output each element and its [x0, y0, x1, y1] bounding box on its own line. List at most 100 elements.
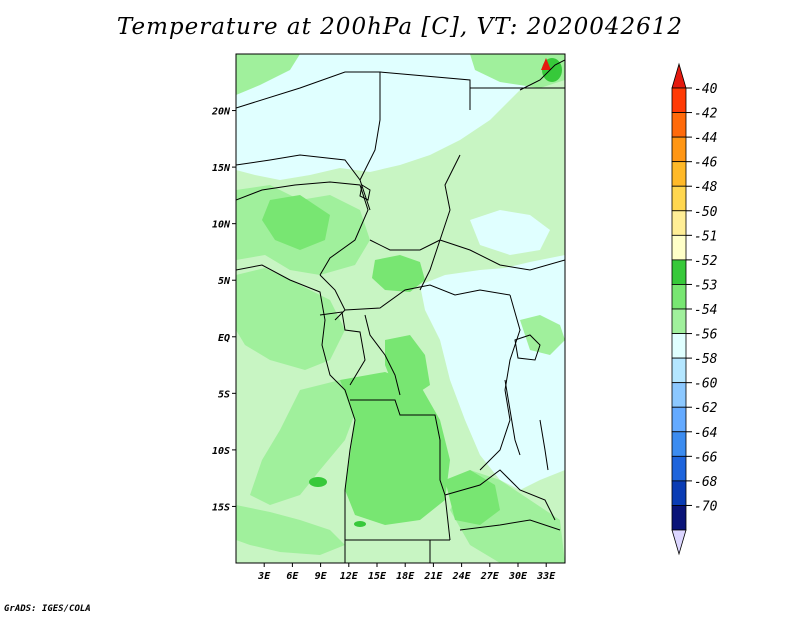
field-cyan-east [420, 255, 565, 490]
lon-tick-label: 24E [452, 571, 472, 582]
field-mid-green-zambia [445, 470, 500, 525]
lake-victoria [514, 334, 541, 361]
colorbar-label: -56 [694, 328, 718, 343]
lat-tick-label: 20N [211, 107, 231, 118]
field-green-gabon [236, 268, 345, 370]
field-red-speck [541, 58, 551, 70]
border-cameroon [319, 274, 346, 321]
colorbar-label: -44 [694, 131, 717, 146]
border-nigeria [236, 181, 369, 276]
colorbar-bin [671, 382, 687, 408]
border-southern-east [459, 519, 561, 531]
field-green-southwest [250, 380, 360, 505]
border-car-south [344, 284, 511, 311]
colorbar: -40 -42 -44 -46 -48 -50 -51 -52 -53 -54 -56 -58 -60 -… [671, 62, 718, 556]
colorbar-bin [671, 480, 687, 506]
field-green-east-edge [520, 315, 565, 355]
lake-tanganyika [504, 379, 521, 456]
border-gabon-congo [319, 311, 366, 386]
colorbar-label: -62 [694, 401, 718, 416]
colorbar-label: -51 [694, 229, 717, 244]
field-mid-green-angola [340, 372, 450, 525]
lat-tick-label: 10N [212, 220, 231, 231]
colorbar-label: -50 [694, 205, 718, 220]
lon-tick-label: 21E [423, 571, 443, 582]
lake-chad [359, 184, 371, 201]
lon-tick-label: 18E [396, 571, 415, 582]
colorbar-bin [671, 505, 687, 531]
lon-tick-label: 15E [368, 571, 387, 582]
field-green-sw-coast [236, 505, 345, 555]
lat-tick-label: 5S [218, 389, 230, 400]
map-frame [235, 53, 566, 564]
colorbar-bin [671, 161, 687, 187]
grads-credit: GrADS: IGES/COLA [4, 604, 91, 614]
lon-tick-label: 6E [286, 571, 299, 582]
border-south-sudan [439, 239, 565, 271]
lake-malawi [539, 419, 549, 471]
colorbar-bin [671, 259, 687, 285]
lat-tick-label: 10S [212, 446, 230, 457]
colorbar-lower-arrow [671, 529, 687, 556]
colorbar-bin [671, 333, 687, 359]
border-drc-east [479, 294, 521, 471]
colorbar-bin [671, 308, 687, 334]
colorbar-label: -60 [694, 377, 718, 392]
lon-tick-label: 12E [340, 571, 359, 582]
border-angola-north [350, 399, 441, 441]
country-borders [236, 59, 565, 563]
field-dark-green-speck-1 [309, 477, 327, 487]
field-green-ne [470, 54, 565, 88]
lat-tick-label: EQ [218, 333, 230, 344]
colorbar-bin [671, 357, 687, 384]
colorbar-label: -48 [694, 180, 718, 195]
field-green-north [236, 54, 300, 95]
lon-tick-label: 3E [257, 571, 271, 582]
border-drc-west [364, 314, 401, 396]
field-dark-green-speck-2 [354, 521, 366, 527]
colorbar-label: -40 [694, 82, 718, 97]
field-cyan-patch-ne [470, 210, 550, 255]
colorbar-bin [671, 431, 687, 457]
lat-tick-label: 5N [218, 276, 231, 287]
border-libya-north [236, 71, 471, 110]
colorbar-label: -53 [694, 278, 717, 293]
colorbar-label: -46 [694, 156, 718, 171]
colorbar-bin [671, 112, 687, 138]
colorbar-bin [671, 87, 687, 113]
colorbar-bin [671, 234, 687, 261]
lon-tick-label: 27E [480, 571, 500, 582]
lat-tick-label: 15N [212, 163, 231, 174]
border-car-north [369, 239, 441, 251]
latitude-ticks: 20N 15N 10N 5N EQ 5S 10S 15S [211, 107, 236, 513]
field-cyan-north [236, 54, 565, 180]
coast-horn [519, 59, 565, 91]
lon-tick-label: 9E [315, 571, 328, 582]
longitude-ticks: 3E 6E 9E 12E 15E 18E 21E 24E 27E 30E 33E [257, 563, 556, 582]
colorbar-bin [671, 210, 687, 236]
colorbar-label: -54 [694, 303, 717, 318]
colorbar-bin [671, 284, 687, 310]
colorbar-bin [671, 136, 687, 163]
colorbar-label: -68 [694, 475, 718, 490]
border-angola-east [439, 440, 451, 541]
colorbar-label: -58 [694, 352, 718, 367]
colorbar-bin [671, 406, 687, 433]
lon-tick-label: 33E [536, 571, 556, 582]
colorbar-label: -66 [694, 450, 718, 465]
colorbar-label: -52 [694, 254, 718, 269]
border-chad-sudan [419, 154, 461, 291]
temperature-field [236, 54, 565, 563]
border-libya-chad [359, 72, 381, 181]
field-mid-green-car [372, 255, 425, 292]
lat-tick-label: 15S [212, 502, 230, 513]
colorbar-bin [671, 185, 687, 212]
chart-title: Temperature at 200hPa [C], VT: 202004261… [116, 14, 684, 40]
border-zambia [444, 469, 556, 521]
colorbar-label: -42 [694, 107, 718, 122]
colorbar-label: -70 [694, 499, 718, 514]
colorbar-bin [671, 455, 687, 482]
coast-west [236, 264, 356, 563]
colorbar-label: -64 [694, 426, 717, 441]
